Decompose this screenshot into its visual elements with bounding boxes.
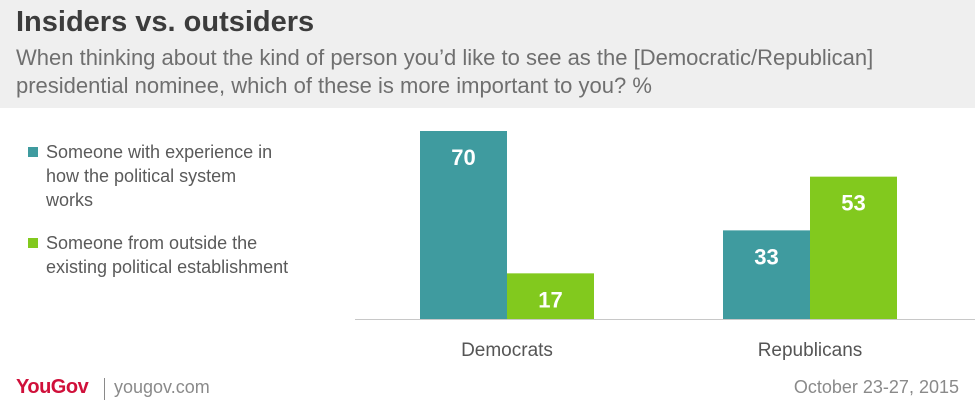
bar-republicans-series-2 — [810, 176, 897, 319]
header-band: Insiders vs. outsiders When thinking abo… — [0, 0, 975, 108]
legend-label-experience-line-1: Someone with experience in — [46, 142, 273, 162]
bar-democrats-series-1 — [420, 131, 507, 319]
legend-label-experience-line-3: works — [46, 190, 94, 210]
footer-date: October 23-27, 2015 — [793, 377, 959, 397]
legend-label-outsider-line-1: Someone from outside the — [46, 233, 258, 253]
legend-swatch-experience — [28, 147, 38, 157]
legend-swatch-outsider — [28, 238, 38, 248]
footer-divider — [104, 378, 105, 400]
legend-item-outsider: Someone from outside the existing politi… — [28, 231, 358, 279]
data-label-republicans-series-2: 53 — [841, 191, 865, 216]
bar-republicans-series-1 — [723, 230, 810, 319]
legend-item-experience: Someone with experience in how the polit… — [28, 140, 358, 212]
data-label-republicans-series-1: 33 — [754, 244, 778, 269]
legend-label-outsider: Someone from outside the existing politi… — [46, 231, 358, 279]
data-label-democrats-series-2: 17 — [538, 287, 562, 312]
subtitle-line-2: presidential nominee, which of these is … — [16, 73, 652, 98]
data-label-democrats-series-1: 70 — [451, 145, 475, 170]
chart-subtitle: When thinking about the kind of person y… — [16, 44, 966, 100]
subtitle-line-1: When thinking about the kind of person y… — [16, 45, 874, 70]
category-label-democrats: Democrats — [461, 340, 553, 361]
bar-democrats-series-2 — [507, 273, 594, 319]
legend-label-outsider-line-2: existing political establishment — [46, 257, 289, 277]
yougov-logo: YouGov — [16, 376, 89, 398]
legend-label-experience: Someone with experience in how the polit… — [46, 140, 358, 212]
category-label-republicans: Republicans — [758, 340, 863, 361]
footer-site: yougov.com — [114, 377, 210, 397]
legend-label-experience-line-2: how the political system — [46, 166, 237, 186]
chart-title: Insiders vs. outsiders — [16, 6, 315, 38]
legend: Someone with experience in how the polit… — [28, 140, 358, 279]
